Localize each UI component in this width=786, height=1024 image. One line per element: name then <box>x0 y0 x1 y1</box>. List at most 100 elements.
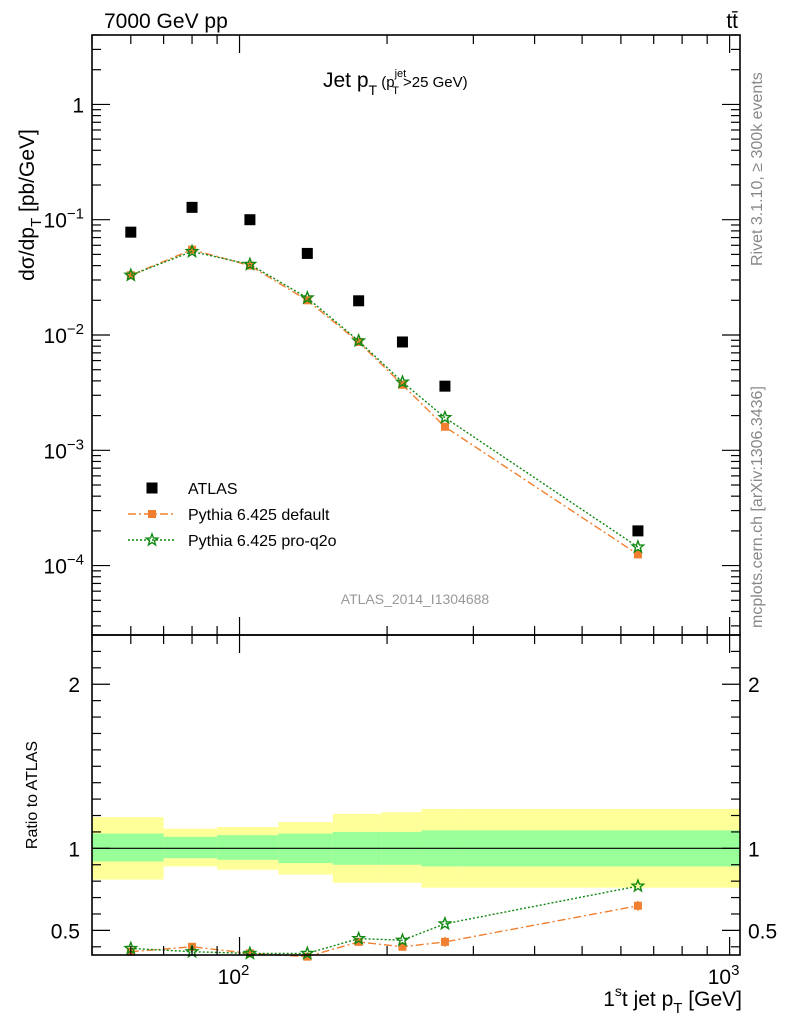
x-axis-label-sup: s <box>615 983 622 999</box>
main-series-line <box>130 248 639 555</box>
x-axis-label: 1st jet pT [GeV] <box>603 983 742 1017</box>
ratio-y-label: Ratio to ATLAS <box>24 741 41 849</box>
ratio-band-inner <box>163 836 218 859</box>
legend-label: Pythia 6.425 pro-q2o <box>188 533 337 550</box>
x-tick-base: 10 <box>708 966 731 989</box>
y-axis-label-unit: [pb/GeV] <box>16 129 39 218</box>
ratio-series-line <box>130 905 639 958</box>
main-data-point <box>123 267 139 282</box>
x-axis-label-num: 1 <box>603 988 615 1011</box>
ratio-data-point <box>245 949 254 958</box>
ratio-data-point <box>437 915 453 931</box>
energy-label: 7000 GeV pp <box>104 10 228 33</box>
main-data-point <box>299 289 315 305</box>
main-y-tick-exp: −1 <box>67 206 84 223</box>
main-data-point <box>186 201 198 213</box>
ratio-data-point <box>633 901 642 910</box>
main-data-point <box>437 409 453 425</box>
main-y-tick-base: 10 <box>44 440 67 463</box>
ratio-data-point <box>394 932 411 947</box>
ratio-data-point <box>299 945 315 960</box>
main-data-layer <box>123 201 646 559</box>
main-y-tick-base: 10 <box>44 325 67 348</box>
main-title: Jet pT (pjet T >25 GeV) <box>323 68 468 98</box>
x-axis-label-main: t jet p <box>622 988 673 1011</box>
rivet-label: Rivet 3.1.10, ≥ 300k events <box>749 72 766 266</box>
main-data-point <box>394 374 411 389</box>
process-label: tt̄ <box>726 10 738 33</box>
main-data-point <box>184 243 200 258</box>
main-data-point <box>242 256 258 271</box>
ratio-y-tick-label-left: 0.5 <box>51 920 80 943</box>
main-y-tick-label: 10−1 <box>44 206 84 233</box>
legend-label: Pythia 6.425 default <box>188 507 330 524</box>
ratio-data-layer <box>92 808 740 961</box>
ratio-data-point <box>351 930 367 946</box>
ratio-data-point <box>440 937 449 946</box>
x-tick-label: 103 <box>708 962 740 989</box>
analysis-label: ATLAS_2014_I1304688 <box>341 591 490 607</box>
main-data-point <box>633 550 642 559</box>
legend: ATLAS Pythia 6.425 default Pythia 6.425 pr… <box>128 481 337 550</box>
main-data-point <box>630 538 646 554</box>
ratio-data-point <box>242 945 258 960</box>
ratio-y-tick-label-left: 1 <box>68 838 80 861</box>
ratio-frame <box>91 634 741 956</box>
ratio-data-point <box>630 878 646 893</box>
main-ticks: 110−110−210−310−4 <box>44 34 740 635</box>
main-title-jet: Jet p <box>323 69 369 92</box>
main-y-tick-base: 10 <box>44 210 67 233</box>
y-axis-label-main: dσ/dp <box>16 227 39 281</box>
x-tick-exp: 3 <box>731 962 739 979</box>
y-axis-label: dσ/dpT [pb/GeV] <box>16 129 45 281</box>
main-data-point <box>354 337 363 346</box>
y-axis-label-sub: T <box>28 218 45 227</box>
ratio-y-tick-label-left: 2 <box>68 674 80 697</box>
ratio-band-inner <box>217 835 279 860</box>
main-data-point <box>396 336 408 348</box>
main-y-tick-label: 10−2 <box>44 321 84 348</box>
x-tick-exp: 2 <box>241 962 249 979</box>
x-tick-label: 102 <box>218 962 250 989</box>
legend-label: ATLAS <box>188 481 238 498</box>
main-data-point <box>126 271 135 280</box>
main-title-cut-value: >25 GeV) <box>403 74 468 91</box>
ratio-y-tick-label-right: 0.5 <box>748 920 777 943</box>
main-y-tick-base: 10 <box>44 556 67 579</box>
x-tick-base: 10 <box>218 966 241 989</box>
legend-marker <box>146 482 158 494</box>
main-data-point <box>244 214 256 226</box>
main-panel: 110−110−210−310−4 Jet pT (pjet T >25 GeV) … <box>16 34 741 636</box>
main-y-tick-exp: −3 <box>67 436 84 453</box>
main-data-point <box>351 332 367 348</box>
mcplots-label: mcplots.cern.ch [arXiv:1306.3436] <box>749 386 766 628</box>
main-title-sub: T <box>369 82 378 98</box>
main-title-cut-sub: T <box>392 85 399 97</box>
main-data-point <box>353 295 365 307</box>
main-data-point <box>301 247 313 259</box>
legend-marker <box>144 532 160 547</box>
x-axis-label-unit: [GeV] <box>682 988 742 1011</box>
main-y-tick-label: 10−3 <box>44 436 84 463</box>
ratio-y-tick-label-right: 1 <box>748 838 760 861</box>
main-y-tick-exp: −2 <box>67 321 84 338</box>
main-y-tick-exp: −4 <box>67 552 84 569</box>
main-data-point <box>440 422 449 431</box>
main-data-point <box>125 226 137 238</box>
main-y-tick-label: 1 <box>72 94 84 117</box>
main-title-cut: (p <box>377 74 395 91</box>
ratio-data-point <box>398 942 407 951</box>
ratio-y-tick-label-right: 2 <box>748 674 760 697</box>
main-y-tick-base: 1 <box>72 94 84 117</box>
main-series-line <box>130 250 639 548</box>
main-data-point <box>632 525 644 537</box>
ratio-band-inner <box>92 833 164 862</box>
x-axis-label-sub: T <box>673 1000 682 1017</box>
main-y-tick-label: 10−4 <box>44 552 84 579</box>
main-data-point <box>439 380 451 392</box>
main-data-point <box>188 245 197 254</box>
main-data-point <box>245 261 254 270</box>
